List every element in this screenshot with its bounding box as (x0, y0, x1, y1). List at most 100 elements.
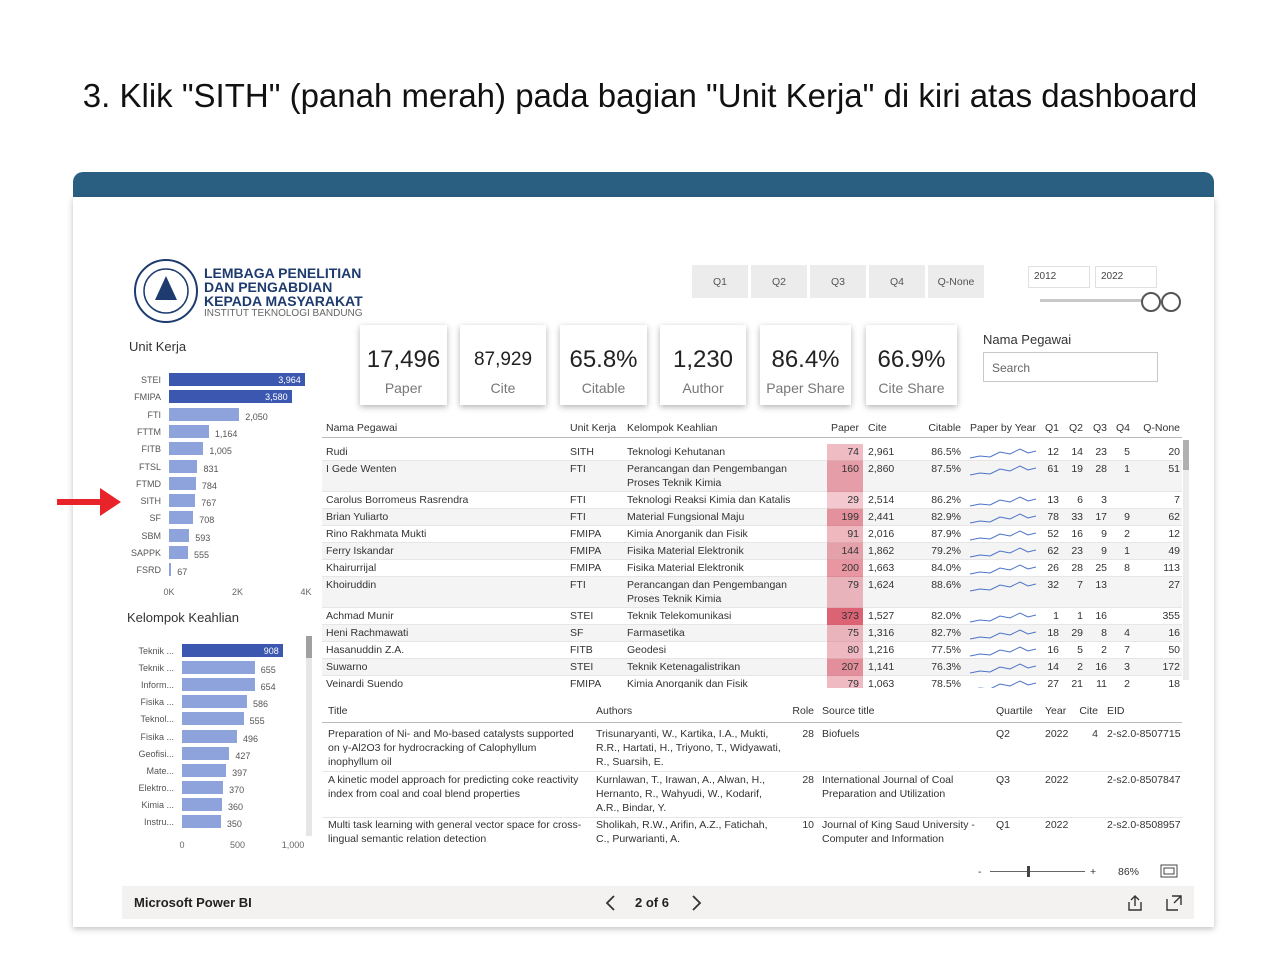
sparkline (970, 496, 1036, 507)
table-cell: SF (570, 627, 584, 639)
sparkline (970, 663, 1036, 674)
bar[interactable] (182, 661, 255, 675)
bar[interactable] (169, 407, 240, 421)
table-cell: Perancangan dan Pengembangan Proses Tekn… (627, 579, 787, 605)
bar[interactable] (169, 459, 198, 473)
bar[interactable] (169, 390, 292, 404)
bar[interactable] (169, 494, 196, 508)
bar[interactable] (182, 763, 227, 777)
bar[interactable] (169, 442, 204, 456)
kpi-card: 65.8% Citable (560, 325, 647, 405)
bar[interactable] (182, 729, 238, 743)
table-cell: Multi task learning with general vector … (328, 819, 582, 845)
table-cell: 77.5% (931, 644, 961, 656)
row-band (322, 659, 1182, 676)
table-cell: 1,624 (868, 579, 895, 591)
bar[interactable] (182, 644, 283, 657)
table-cell: 28 (802, 728, 814, 740)
search-box[interactable] (983, 352, 1158, 382)
bar-value-label: 784 (201, 480, 217, 491)
bar[interactable] (169, 563, 172, 577)
table-cell: 4 (1124, 627, 1130, 639)
next-page[interactable] (689, 894, 703, 912)
bar[interactable] (182, 815, 221, 828)
bar[interactable] (169, 424, 209, 438)
sparkline (970, 564, 1036, 575)
table-cell: 29 (847, 494, 859, 506)
year-input[interactable]: 2022 (1095, 266, 1157, 288)
paper-cell-shade (827, 642, 863, 659)
row-band (322, 461, 1182, 492)
row-rule (322, 771, 1182, 772)
table-cell: Khairurrijal (326, 562, 377, 574)
table-cell: 6 (1077, 494, 1083, 506)
paper-cell-shade (827, 461, 863, 492)
zoom-handle[interactable] (1027, 866, 1030, 877)
table-cell: Preparation of Ni- and Mo-based catalyst… (328, 728, 574, 768)
fit-page-icon[interactable] (1160, 864, 1178, 878)
row-band (322, 509, 1182, 526)
table-cell: 172 (1162, 661, 1180, 673)
scrollbar (306, 636, 312, 836)
paper-cell-shade (827, 608, 863, 625)
bar[interactable] (169, 528, 190, 542)
bar[interactable] (182, 712, 244, 726)
bar[interactable] (169, 546, 188, 559)
quartile-label: Q4 (889, 276, 904, 288)
table-cell: 2,016 (868, 528, 895, 540)
table-cell: 33 (1071, 511, 1083, 523)
fullscreen-icon[interactable] (1165, 894, 1183, 912)
table-cell: STEI (570, 610, 594, 622)
table-cell: Kimia Anorganik dan Fisik (627, 528, 748, 540)
paper-cell-shade (827, 444, 863, 461)
row-rule (322, 559, 1182, 560)
logo-text: LEMBAGA PENELITIAN (204, 265, 362, 281)
bar[interactable] (182, 780, 224, 794)
quartile-button[interactable]: Q-None (928, 265, 984, 298)
prev-page[interactable] (604, 894, 618, 912)
red-arrow (57, 488, 121, 516)
bar-value-label: 767 (201, 498, 217, 509)
bar-category: Instru... (143, 817, 174, 827)
zoom-plus[interactable]: + (1090, 866, 1097, 878)
row-rule (322, 491, 1182, 492)
year-slider-handle[interactable] (1161, 292, 1181, 312)
share-icon[interactable] (1126, 894, 1144, 912)
bar[interactable] (182, 695, 248, 709)
scrollbar-thumb (306, 636, 312, 658)
bar-category: FSRD (136, 565, 162, 576)
table-cell: 11 (1096, 678, 1107, 688)
kpi-card: 66.9% Cite Share (866, 325, 957, 405)
column-header: Q-None (1143, 422, 1180, 434)
quartile-button[interactable]: Q2 (751, 265, 807, 298)
table-cell: 2022 (1045, 819, 1069, 831)
zoom-minus[interactable]: - (978, 866, 982, 878)
bar-category: SITH (140, 496, 161, 507)
table-cell: FMIPA (570, 545, 602, 557)
search-placeholder: Search (992, 361, 1031, 375)
year-slider-track (1040, 299, 1160, 302)
year-slider-handle[interactable] (1141, 292, 1161, 312)
column-header: Q4 (1115, 422, 1130, 434)
bar[interactable] (182, 797, 222, 811)
table-cell: SITH (570, 446, 594, 458)
bar[interactable] (169, 373, 305, 386)
table-cell: Journal of King Saud University - Comput… (822, 819, 975, 845)
bar[interactable] (182, 678, 255, 692)
year-input[interactable]: 2012 (1028, 266, 1090, 288)
bar[interactable] (169, 511, 194, 525)
table-cell: 86.5% (931, 446, 961, 458)
table-cell: 61 (1047, 463, 1059, 475)
bar-category: Geofisi... (138, 748, 174, 759)
bar[interactable] (169, 476, 196, 490)
zoom-track (990, 871, 1085, 872)
bar-category: Inform... (140, 680, 174, 691)
quartile-button[interactable]: Q1 (692, 265, 748, 298)
chart-title: Unit Kerja (129, 339, 187, 354)
table-cell: Biofuels (822, 728, 860, 740)
quartile-button[interactable]: Q4 (869, 265, 925, 298)
bar[interactable] (182, 746, 230, 760)
column-header: Q2 (1068, 422, 1083, 434)
quartile-button[interactable]: Q3 (810, 265, 866, 298)
column-header: Year (1045, 705, 1067, 717)
